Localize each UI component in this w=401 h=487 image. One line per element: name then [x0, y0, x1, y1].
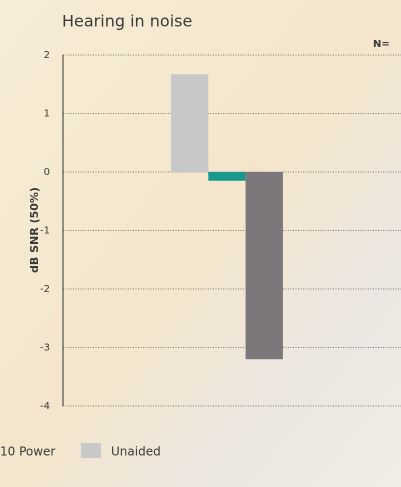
y-tick-label: 2 — [44, 50, 50, 61]
y-tick-label: 1 — [44, 109, 50, 120]
annotation: N= — [373, 39, 390, 50]
bar — [245, 172, 283, 360]
y-axis-label: dB SNR (50%) — [28, 187, 41, 273]
y-tick-label: -4 — [40, 401, 50, 412]
bar — [171, 74, 209, 172]
y-tick-label: -2 — [40, 284, 50, 295]
y-tick-label: -1 — [40, 226, 50, 237]
legend-label: 10 Power — [0, 445, 55, 459]
legend-label: Unaided — [111, 445, 161, 459]
y-tick-label: 0 — [44, 167, 50, 178]
chart-title: Hearing in noise — [62, 12, 192, 31]
y-tick-label: -3 — [40, 343, 50, 354]
legend-swatch — [81, 443, 101, 458]
bar — [208, 172, 246, 181]
